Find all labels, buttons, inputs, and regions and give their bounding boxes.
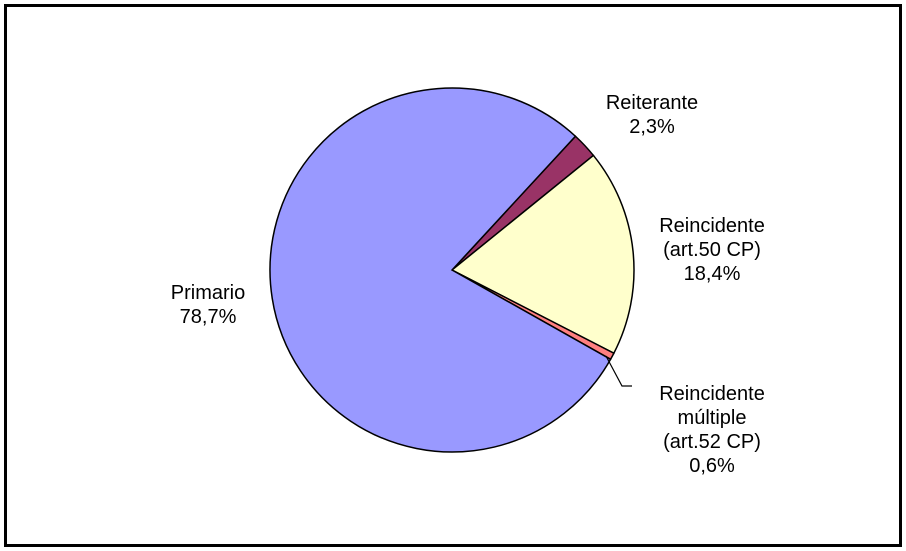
category-label: Primario (170, 282, 246, 304)
slice-label: Primario 78,7% (143, 281, 273, 329)
pie-slice (269, 87, 612, 453)
category-label: Reiterante (605, 92, 699, 114)
slice-label: Reincidente (art.50 CP) 18,4% (647, 214, 777, 286)
pie-slice (450, 154, 635, 355)
category-label: Reincidente (art.50 CP) (659, 215, 765, 261)
slice-label: Reiterante 2,3% (587, 91, 717, 139)
value-label: 0,6% (689, 455, 735, 477)
value-label: 2,3% (629, 116, 675, 138)
leader-line (605, 355, 632, 387)
category-label: Reincidente múltiple (art.52 CP) (659, 383, 765, 453)
value-label: 78,7% (179, 306, 237, 328)
slice-label: Reincidente múltiple (art.52 CP) 0,6% (647, 382, 777, 478)
value-label: 18,4% (683, 263, 741, 285)
